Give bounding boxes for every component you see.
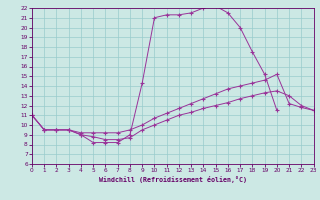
X-axis label: Windchill (Refroidissement éolien,°C): Windchill (Refroidissement éolien,°C) xyxy=(99,176,247,183)
